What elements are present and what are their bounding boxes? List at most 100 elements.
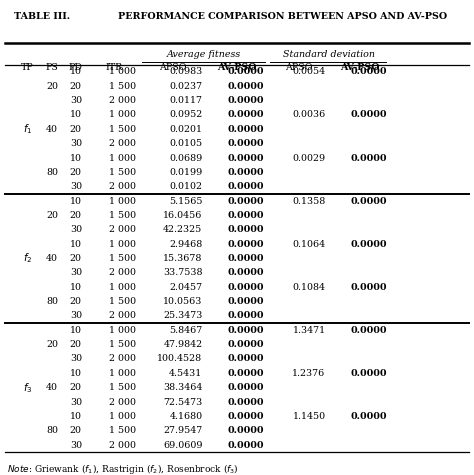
Text: ITR: ITR [105,63,122,72]
Text: 42.2325: 42.2325 [163,225,202,234]
Text: 0.0000: 0.0000 [351,412,387,421]
Text: 0.0199: 0.0199 [169,168,202,177]
Text: 1 000: 1 000 [109,111,136,119]
Text: 0.0000: 0.0000 [228,211,264,220]
Text: 20: 20 [70,211,82,220]
Text: 2 000: 2 000 [109,354,136,363]
Text: 1 000: 1 000 [109,197,136,206]
Text: 1 500: 1 500 [109,426,136,435]
Text: 1 000: 1 000 [109,67,136,76]
Text: 0.0000: 0.0000 [351,283,387,292]
Text: PERFORMANCE COMPARISON BETWEEN APSO AND AV-PSO: PERFORMANCE COMPARISON BETWEEN APSO AND … [118,12,447,21]
Text: 1 500: 1 500 [109,168,136,177]
Text: 0.1084: 0.1084 [292,283,326,292]
Text: 1 500: 1 500 [109,383,136,392]
Text: $f_{1}$: $f_{1}$ [23,123,32,136]
Text: 0.0000: 0.0000 [228,441,264,450]
Text: 10.0563: 10.0563 [163,297,202,306]
Text: 40: 40 [46,254,58,263]
Text: 2 000: 2 000 [109,312,136,321]
Text: 0.1064: 0.1064 [292,240,326,248]
Text: 1 000: 1 000 [109,412,136,421]
Text: 0.0029: 0.0029 [292,153,326,162]
Text: 10: 10 [70,153,82,162]
Text: 80: 80 [46,426,58,435]
Text: 40: 40 [46,125,58,134]
Text: 5.8467: 5.8467 [169,326,202,335]
Text: 0.0102: 0.0102 [169,182,202,191]
Text: TP: TP [21,63,34,72]
Text: 2 000: 2 000 [109,139,136,148]
Text: 10: 10 [70,369,82,378]
Text: 0.0000: 0.0000 [228,197,264,206]
Text: 0.0000: 0.0000 [228,326,264,335]
Text: 0.0105: 0.0105 [169,139,202,148]
Text: $f_{3}$: $f_{3}$ [22,381,32,395]
Text: 0.0000: 0.0000 [228,225,264,234]
Text: 1 500: 1 500 [109,340,136,349]
Text: 2 000: 2 000 [109,441,136,450]
Text: 20: 20 [70,168,82,177]
Text: 0.0000: 0.0000 [351,240,387,248]
Text: 0.0000: 0.0000 [228,312,264,321]
Text: 69.0609: 69.0609 [163,441,202,450]
Text: 20: 20 [70,297,82,306]
Text: Average fitness: Average fitness [167,50,241,59]
Text: 0.0000: 0.0000 [351,197,387,206]
Text: 0.0036: 0.0036 [292,111,326,119]
Text: 0.0000: 0.0000 [351,153,387,162]
Text: 10: 10 [70,240,82,248]
Text: APSO: APSO [159,63,187,72]
Text: 47.9842: 47.9842 [163,340,202,349]
Text: 20: 20 [46,82,58,91]
Text: $f_{2}$: $f_{2}$ [23,252,32,266]
Text: 72.5473: 72.5473 [163,398,202,407]
Text: 0.0000: 0.0000 [228,254,264,263]
Text: 2.9468: 2.9468 [169,240,202,248]
Text: 20: 20 [46,340,58,349]
Text: 0.0000: 0.0000 [228,426,264,435]
Text: 2 000: 2 000 [109,182,136,191]
Text: 0.0000: 0.0000 [228,398,264,407]
Text: 80: 80 [46,297,58,306]
Text: 20: 20 [70,82,82,91]
Text: AV-PSO: AV-PSO [217,63,257,72]
Text: 0.0201: 0.0201 [169,125,202,134]
Text: APSO: APSO [285,63,312,72]
Text: 0.0000: 0.0000 [228,168,264,177]
Text: 10: 10 [70,67,82,76]
Text: 80: 80 [46,168,58,177]
Text: 0.0952: 0.0952 [169,111,202,119]
Text: 0.0000: 0.0000 [228,340,264,349]
Text: 10: 10 [70,111,82,119]
Text: 0.0117: 0.0117 [169,96,202,105]
Text: 30: 30 [70,96,82,105]
Text: 2 000: 2 000 [109,96,136,105]
Text: 0.0000: 0.0000 [228,111,264,119]
Text: 15.3678: 15.3678 [163,254,202,263]
Text: 20: 20 [70,426,82,435]
Text: 0.0000: 0.0000 [228,412,264,421]
Text: 0.0000: 0.0000 [228,354,264,363]
Text: 0.1358: 0.1358 [292,197,326,206]
Text: 2 000: 2 000 [109,225,136,234]
Text: 1 500: 1 500 [109,297,136,306]
Text: 1.3471: 1.3471 [292,326,326,335]
Text: 20: 20 [46,211,58,220]
Text: 2.0457: 2.0457 [169,283,202,292]
Text: 30: 30 [70,354,82,363]
Text: AV-PSO: AV-PSO [340,63,380,72]
Text: 0.0000: 0.0000 [351,67,387,76]
Text: 0.0000: 0.0000 [228,67,264,76]
Text: 5.1565: 5.1565 [169,197,202,206]
Text: PS: PS [46,63,59,72]
Text: 4.5431: 4.5431 [169,369,202,378]
Text: 0.0000: 0.0000 [228,240,264,248]
Text: 0.0000: 0.0000 [228,125,264,134]
Text: Standard deviation: Standard deviation [283,50,375,59]
Text: 1 500: 1 500 [109,254,136,263]
Text: 0.0000: 0.0000 [228,139,264,148]
Text: 1 500: 1 500 [109,211,136,220]
Text: 30: 30 [70,441,82,450]
Text: 30: 30 [70,398,82,407]
